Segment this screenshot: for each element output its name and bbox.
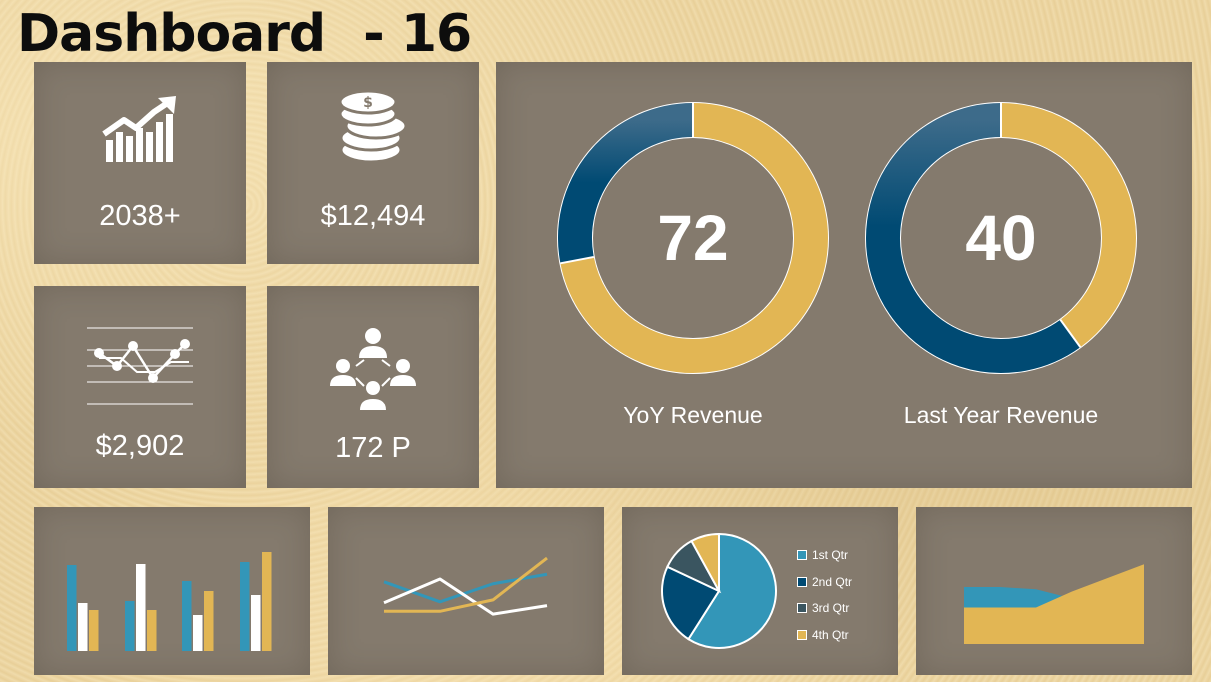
- donut-segment-value: [560, 103, 828, 373]
- line-graph-icon: [34, 326, 246, 406]
- donut-label-last-year: Last Year Revenue: [903, 402, 1099, 428]
- bar: [204, 591, 214, 651]
- legend-item: 1st Qtr: [797, 542, 852, 569]
- bar-chart-card: [34, 507, 310, 675]
- donut-last-year-revenue: [865, 102, 1137, 374]
- legend-swatch: [797, 629, 807, 640]
- legend-item: 2nd Qtr: [797, 569, 852, 596]
- bar-chart: [67, 552, 272, 651]
- donut-value-last-year: 40: [965, 202, 1037, 274]
- bar: [262, 552, 272, 651]
- kpi-value: $12,494: [320, 200, 426, 232]
- revenue-donut-panel: 72 40 YoY Revenue Last Year Revenue: [496, 62, 1192, 488]
- pie-chart: [661, 532, 777, 649]
- pie-legend: 1st Qtr 2nd Qtr 3rd Qtr 4th Qtr: [797, 542, 852, 648]
- people-network-icon: [267, 326, 479, 412]
- bar: [125, 601, 135, 651]
- coins-stack-icon: $: [267, 88, 479, 166]
- bar: [89, 610, 99, 651]
- donut-divider: [560, 255, 594, 265]
- kpi-card-people[interactable]: 172 P: [267, 286, 479, 488]
- kpi-card-coins[interactable]: $ $12,494: [267, 62, 479, 264]
- kpi-value: 2038+: [99, 200, 181, 232]
- pie-slice: [690, 532, 720, 592]
- donut-yoy-revenue: [557, 102, 829, 374]
- area-chart-card: [916, 507, 1192, 675]
- title-text: Dashboard: [17, 4, 326, 64]
- area-chart: [964, 564, 1144, 644]
- legend-item: 4th Qtr: [797, 622, 852, 649]
- line-chart-card: [328, 507, 604, 675]
- legend-item: 3rd Qtr: [797, 595, 852, 622]
- pie-chart-card: [622, 507, 898, 675]
- donut-segment-remainder: [866, 103, 1081, 373]
- bar: [78, 603, 88, 651]
- donut-segment-value: [1000, 103, 1136, 348]
- legend-swatch: [797, 550, 807, 561]
- bar: [251, 595, 261, 651]
- bar: [193, 615, 203, 651]
- legend-label: 4th Qtr: [812, 627, 849, 642]
- donut-label-yoy: YoY Revenue: [623, 402, 763, 428]
- kpi-card-growth[interactable]: 2038+: [34, 62, 246, 264]
- line-series: [383, 577, 548, 616]
- title-suffix: - 16: [363, 4, 472, 64]
- kpi-value: $2,902: [95, 430, 185, 462]
- bar: [67, 565, 77, 651]
- legend-swatch: [797, 603, 807, 614]
- pie-slice: [687, 532, 777, 649]
- kpi-card-line[interactable]: $2,902: [34, 286, 246, 488]
- legend-label: 3rd Qtr: [812, 601, 850, 616]
- kpi-value: 172 P: [335, 432, 411, 464]
- bar: [147, 610, 157, 651]
- svg-text:$: $: [363, 95, 373, 111]
- legend-swatch: [797, 576, 807, 587]
- donut-divider: [1059, 319, 1082, 348]
- legend-label: 2nd Qtr: [812, 574, 853, 589]
- bar: [182, 581, 192, 651]
- bar: [240, 562, 250, 651]
- page-title: Dashboard - 16: [17, 0, 472, 68]
- donut-segment-remainder: [558, 103, 694, 264]
- growth-chart-icon: [34, 96, 246, 166]
- donut-charts: [557, 102, 1137, 374]
- bar: [136, 564, 146, 651]
- line-chart: [383, 556, 548, 616]
- legend-label: 1st Qtr: [812, 548, 849, 563]
- area-series: [964, 564, 1144, 644]
- line-series: [384, 556, 548, 613]
- donut-value-yoy: 72: [657, 202, 729, 274]
